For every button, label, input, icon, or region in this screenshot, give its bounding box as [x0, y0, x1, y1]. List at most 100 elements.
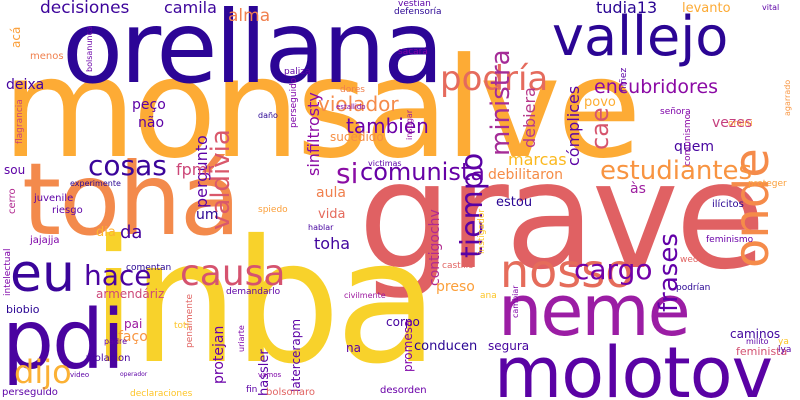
word-violacion: violacion [86, 353, 131, 364]
word-juvenile: juvenile [34, 193, 74, 204]
word-camila: camila [164, 0, 217, 17]
word-um: um [196, 207, 219, 223]
word-nao: não [138, 115, 165, 131]
word-estallido: estallido [336, 103, 366, 111]
word-sou: sou [4, 163, 26, 177]
word-biobio: biobio [6, 303, 40, 316]
word-na: na [346, 341, 361, 355]
word-da: da [120, 222, 143, 243]
word-grave: grave [358, 130, 766, 302]
word-spiedo: spiedo [258, 205, 288, 215]
word-dano: daño [258, 111, 278, 120]
word-orsini: orsini [728, 119, 753, 129]
word-riesgo: riesgo [52, 205, 83, 216]
word-debiera: debiera [520, 87, 539, 148]
word-vestian: vestían [398, 0, 431, 9]
word-bolsonaro: bolsonaro [266, 387, 316, 398]
word-dia: dia [96, 225, 116, 240]
word-hace: hace [84, 259, 152, 292]
word-violador: violador [318, 92, 399, 116]
word-ministra: ministra [486, 49, 516, 156]
word-uriarte: uriarte [237, 325, 246, 352]
word-instigar: instigar [405, 109, 414, 140]
word-debilitaron: debilitaron [488, 167, 564, 183]
word-alma: alma [228, 6, 271, 26]
word-intelectual: intelectual [3, 248, 13, 296]
word-decisiones: decisiones [40, 0, 130, 18]
word-castillo: castillo [442, 261, 474, 271]
word-toti: toti [174, 321, 190, 331]
word-si: si [336, 157, 359, 190]
word-monsalve: monsalve [2, 28, 642, 189]
word-vital: vital [762, 3, 780, 12]
word-marcas: marcas [508, 150, 567, 169]
word-declaraciones: declaraciones [130, 389, 193, 399]
word-perseguido: perseguido [2, 387, 58, 398]
word-lya: lya [778, 345, 792, 355]
word-levanto: levanto [682, 1, 731, 16]
word-latercerapm: latercerapm [289, 318, 303, 392]
word-quem: quem [674, 139, 715, 155]
word-victimas: victimas [368, 159, 402, 168]
word-cargo: cargo [574, 253, 653, 286]
word-vida: vida [318, 207, 346, 222]
word-civilmente: civilmente [344, 291, 386, 300]
word-ana: ana [480, 291, 497, 301]
word-feminista: feminista [736, 345, 788, 358]
word-eu: eu [10, 244, 75, 304]
word-faco: faço [118, 329, 148, 345]
word-nosso: nosso [500, 244, 634, 298]
word-vamos: vamos [258, 371, 282, 379]
word-ya: ya [778, 337, 789, 347]
word-fin: fin [246, 385, 258, 395]
word-menos: menos [30, 51, 64, 62]
word-vezes: vezes [712, 115, 753, 131]
word-cosas: cosas [88, 149, 167, 182]
word-milito: milito [746, 337, 769, 346]
word-pdi: pdi [2, 293, 125, 388]
word-tambien: tambien [346, 114, 429, 138]
word-promesa: promesa [401, 319, 415, 372]
word-dores: dores [340, 85, 365, 95]
word-segura: segura [488, 339, 530, 353]
word-toha-accent: tohá [22, 141, 241, 258]
word-agarrado: agarrado [783, 79, 792, 116]
word-conducen: conducen [414, 339, 478, 354]
word-estou: estou [496, 195, 533, 210]
word-as: às [630, 181, 646, 197]
word-bolsanunca: bolsanunca [85, 26, 94, 72]
word-demandarlo: demandarlo [226, 287, 281, 297]
word-feminismo: feminismo [706, 235, 754, 245]
word-complices: cómplices [564, 85, 583, 166]
word-causa: causa [180, 253, 286, 294]
word-caminos: caminos [730, 327, 781, 341]
word-encubridores: encubridores [594, 76, 719, 98]
word-preso: preso [436, 279, 475, 295]
word-video: video [70, 371, 90, 379]
word-pai: pai [124, 317, 143, 331]
word-ninez: ñiñez [619, 67, 629, 92]
word-cae: cae [586, 107, 614, 150]
word-comentan: comentan [126, 263, 172, 273]
word-weones: weones [680, 255, 715, 265]
word-aula: aula [316, 185, 346, 201]
word-proteger: proteger [748, 179, 787, 189]
word-sacara: sacará [398, 47, 428, 57]
word-desorden: desorden [380, 385, 427, 396]
word-deixa: deixa [6, 77, 45, 93]
word-dijo: dijo [14, 353, 72, 391]
word-experimente: experimente [70, 179, 121, 188]
word-podria: podría [440, 59, 549, 99]
word-inba: inba [90, 204, 439, 400]
word-cerro: cerro [7, 188, 18, 214]
word-frases: frases [654, 233, 684, 312]
word-estudiantes: estudiantes [600, 156, 753, 186]
word-operador: operador [120, 371, 148, 378]
word-orellana: orellana [62, 0, 444, 106]
word-neme: neme [498, 270, 691, 352]
word-corpo: corpo [386, 315, 420, 329]
word-molotov: molotov [494, 332, 773, 400]
word-sucedido: sucedido [330, 130, 384, 144]
word-tudia13: tudia13 [596, 0, 658, 17]
word-perseguido-vertical: perseguido [289, 77, 299, 128]
